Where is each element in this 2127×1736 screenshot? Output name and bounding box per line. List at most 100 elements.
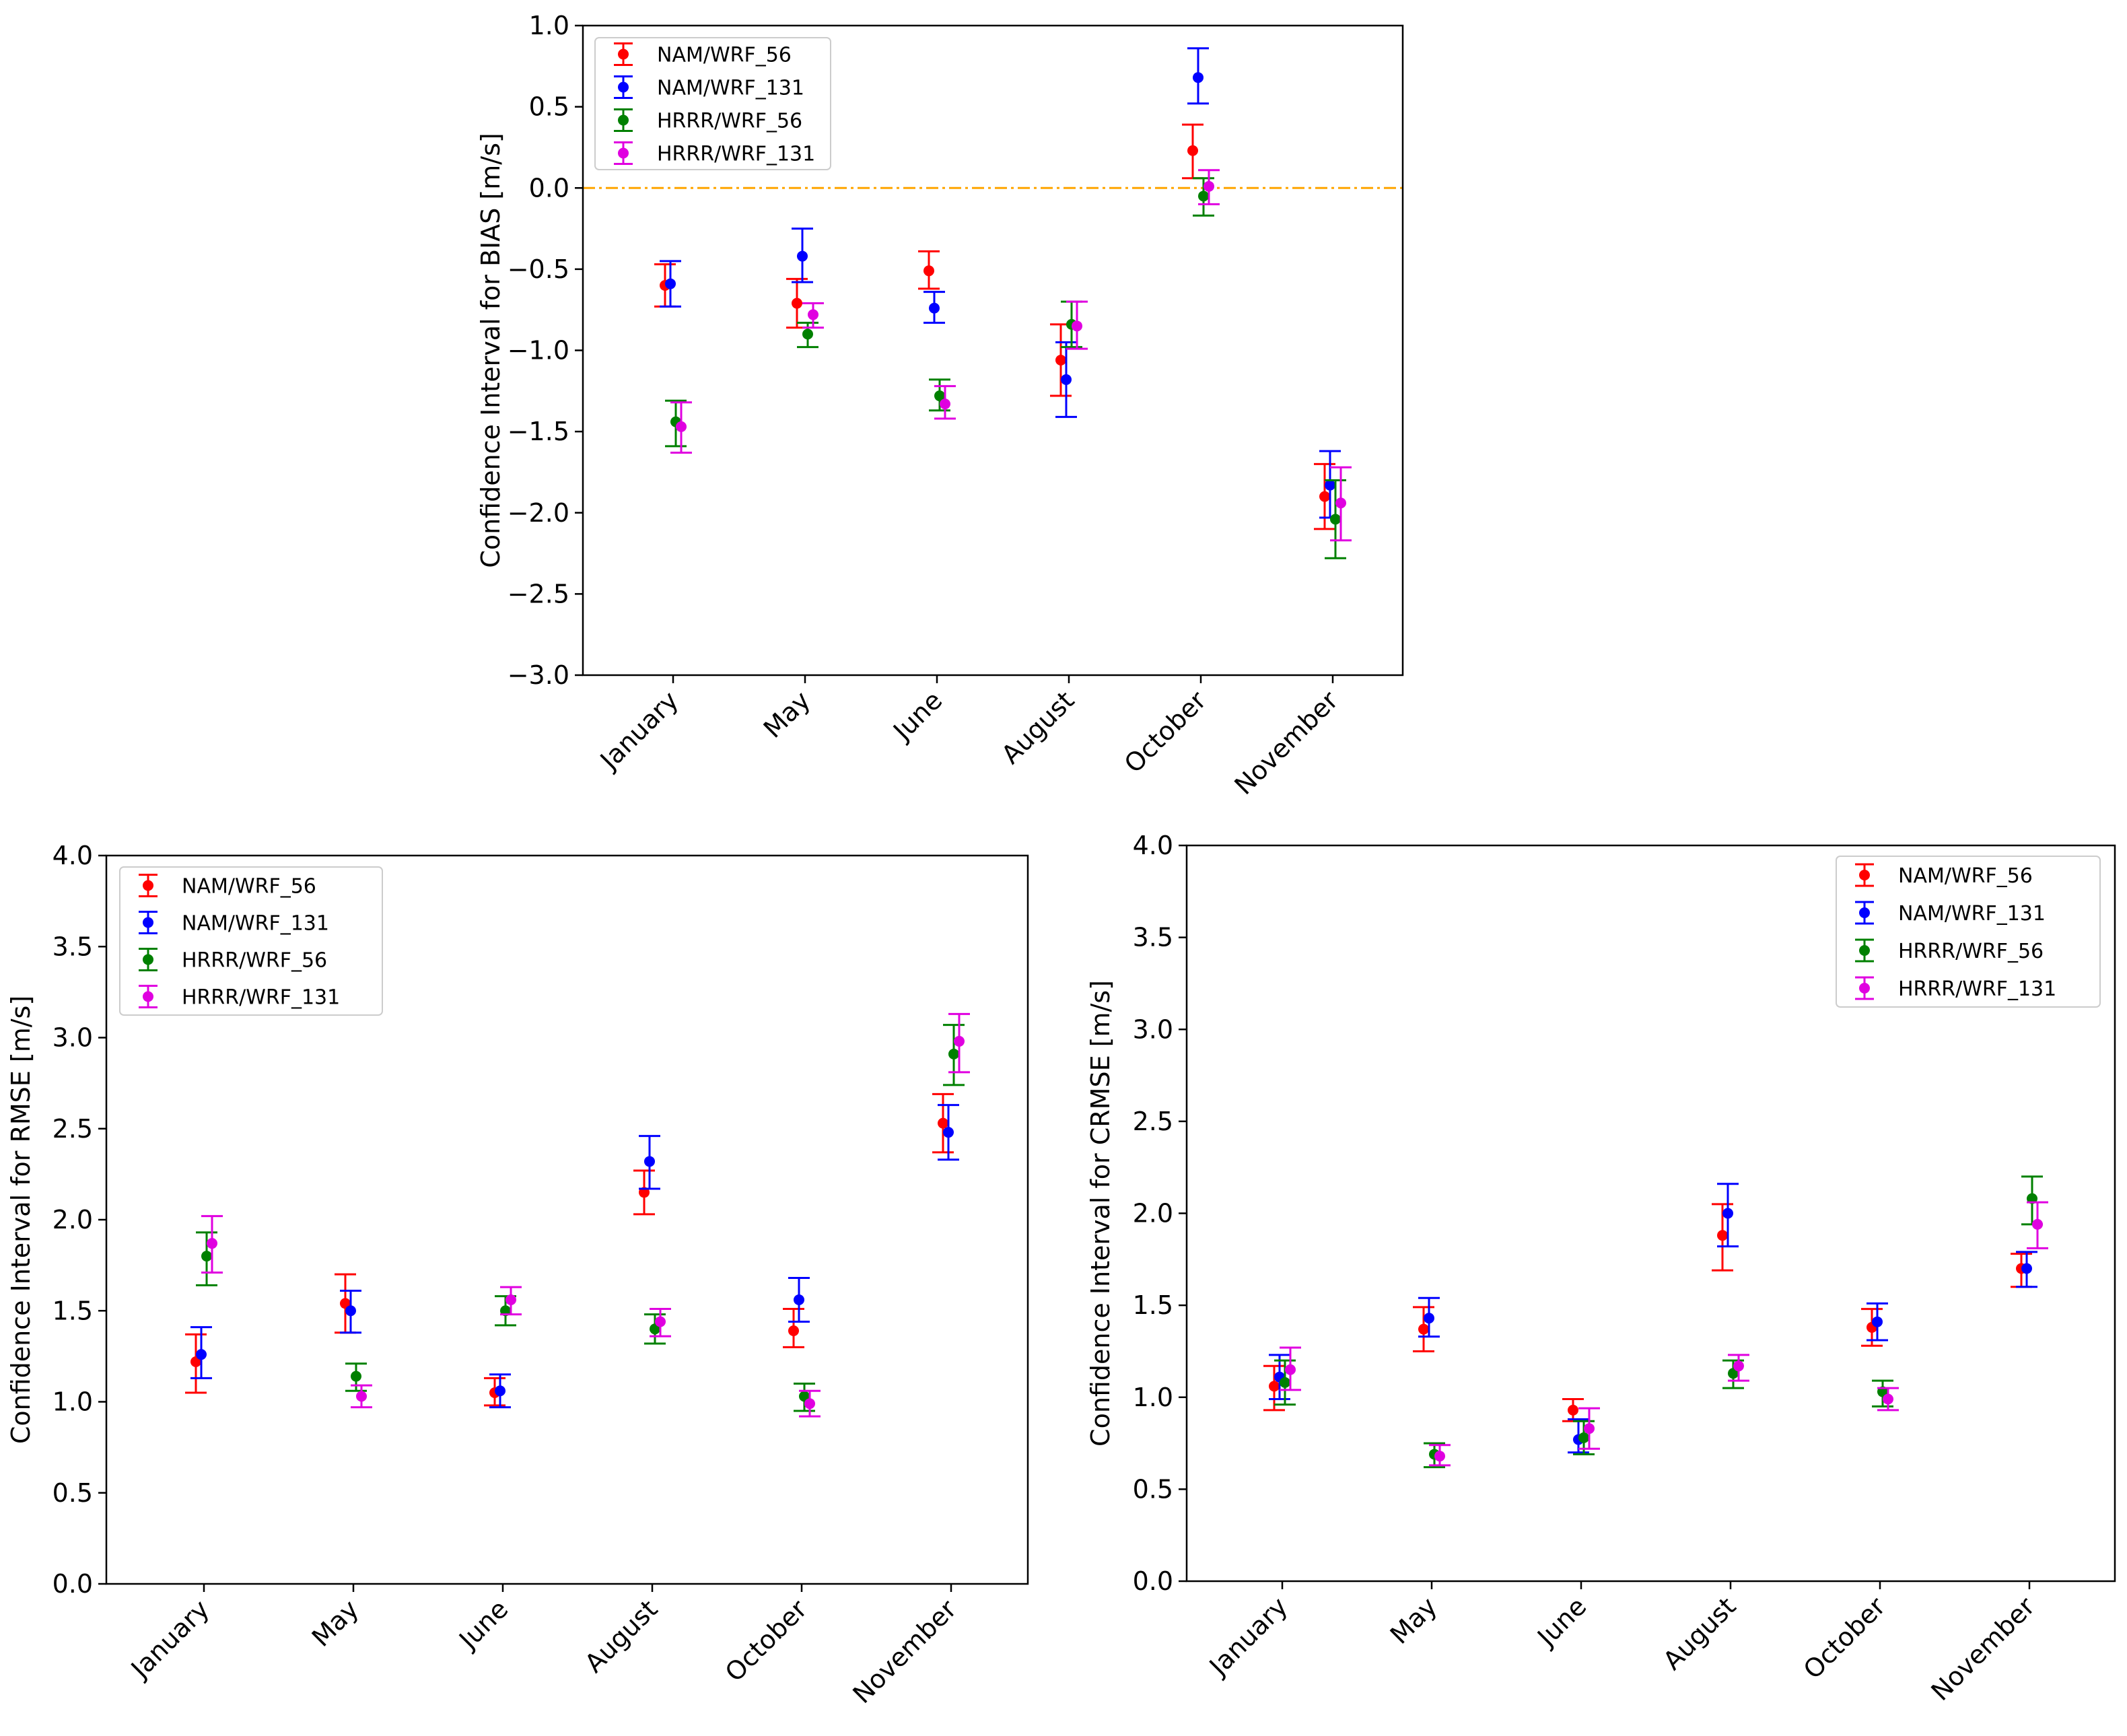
data-point (345, 1305, 356, 1317)
data-point (804, 1398, 815, 1410)
data-point (1187, 145, 1198, 156)
legend-marker-point (618, 114, 629, 126)
data-point (1072, 320, 1082, 332)
data-point (356, 1391, 367, 1402)
legend-entry: HRRR/WRF_56 (657, 110, 802, 133)
x-tick-label: August (579, 1594, 663, 1678)
series-1 (190, 1104, 959, 1409)
data-point (1883, 1393, 1893, 1405)
series-2 (1274, 1175, 2043, 1469)
series-1 (1269, 1183, 2037, 1454)
y-tick-label: 1.0 (53, 1387, 93, 1417)
y-tick-label: 0.0 (53, 1569, 93, 1599)
data-point (665, 278, 676, 289)
data-point (1061, 374, 1072, 385)
data-point (1418, 1323, 1429, 1335)
series-3 (1280, 1201, 2048, 1467)
data-point (495, 1385, 505, 1397)
legend-entry: NAM/WRF_56 (657, 44, 792, 67)
data-point (1193, 72, 1204, 83)
x-tick-label: January (125, 1594, 215, 1684)
data-point (940, 398, 950, 410)
y-tick-label: 1.0 (529, 11, 569, 40)
y-tick-label: 2.0 (53, 1205, 93, 1235)
x-tick-label: May (1385, 1591, 1443, 1650)
x-tick-label: June (1531, 1591, 1592, 1653)
data-point (1269, 1381, 1280, 1392)
data-point (929, 302, 940, 314)
legend-frame (1836, 856, 2101, 1008)
legend-marker-point (618, 48, 629, 60)
legend-entry: HRRR/WRF_56 (182, 949, 327, 973)
bias-chart: −3.0 −2.5 −2.0 −1.5 −1.0 −0.5 0.0 0.5 1.0 January… (476, 11, 1404, 800)
data-point (505, 1294, 516, 1306)
series-2 (665, 177, 1346, 559)
legend-marker-point (1859, 870, 1870, 880)
x-tick-label: January (1203, 1591, 1293, 1681)
data-point (797, 250, 808, 262)
y-tick-label: 2.5 (53, 1114, 93, 1144)
y-tick-label: 1.5 (53, 1296, 93, 1325)
data-point (923, 265, 934, 277)
series-0 (1263, 1203, 2032, 1422)
series-2 (196, 1024, 965, 1412)
data-point (2021, 1263, 2032, 1274)
legend-entry: NAM/WRF_131 (1898, 902, 2046, 926)
y-tick-label: −1.0 (508, 336, 569, 366)
data-point (1584, 1423, 1595, 1434)
data-point (938, 1117, 948, 1129)
x-tick-label: October (720, 1594, 813, 1688)
data-point (201, 1251, 212, 1262)
y-tick-label: 0.5 (53, 1478, 93, 1508)
legend-marker-point (618, 147, 629, 159)
series-0 (185, 1092, 954, 1407)
crmse-chart: 0.0 0.5 1.0 1.5 2.0 2.5 3.0 3.5 4.0 January May Jun… (1086, 831, 2116, 1706)
y-tick-label: 0.5 (529, 92, 569, 122)
data-point (655, 1316, 666, 1327)
legend-entry: NAM/WRF_56 (1898, 864, 2033, 888)
rmse-chart: 0.0 0.5 1.0 1.5 2.0 2.5 3.0 3.5 4.0 January May Jun… (6, 841, 1029, 1709)
data-point (1198, 190, 1209, 202)
data-point (676, 421, 687, 432)
legend-marker-point (1859, 983, 1870, 994)
series-0 (654, 123, 1335, 530)
y-tick-label: 3.0 (1133, 1014, 1173, 1044)
data-point (351, 1370, 361, 1382)
legend-marker-point (1859, 907, 1870, 918)
y-axis-title: Confidence Interval for BIAS [m/s] (476, 133, 505, 567)
data-point (1434, 1451, 1445, 1462)
y-tick-label: 4.0 (1133, 831, 1173, 860)
x-tick-label: October (1119, 685, 1212, 779)
data-point (943, 1127, 954, 1138)
x-tick-label: January (594, 685, 684, 775)
data-point (1424, 1313, 1434, 1324)
data-point (644, 1156, 655, 1167)
y-tick-label: 2.0 (1133, 1199, 1173, 1228)
data-point (794, 1294, 804, 1306)
y-axis-title: Confidence Interval for RMSE [m/s] (6, 996, 36, 1444)
legend-frame (594, 37, 831, 170)
y-tick-label: 0.0 (529, 173, 569, 203)
x-tick-label: August (1657, 1591, 1741, 1675)
data-point (1568, 1404, 1578, 1416)
x-tick-label: November (1228, 685, 1344, 800)
data-point (948, 1048, 959, 1060)
data-point (1325, 479, 1335, 491)
y-tick-label: 0.0 (1133, 1566, 1173, 1596)
data-point (196, 1349, 207, 1360)
series-1 (660, 47, 1341, 519)
y-tick-label: 1.0 (1133, 1383, 1173, 1412)
data-point (1285, 1364, 1296, 1375)
y-tick-label: 1.5 (1133, 1290, 1173, 1320)
y-tick-label: 3.0 (53, 1023, 93, 1053)
legend-entry: NAM/WRF_131 (657, 77, 804, 100)
data-point (934, 390, 945, 402)
y-tick-label: 0.5 (1133, 1474, 1173, 1504)
legend: NAM/WRF_56 NAM/WRF_131 HRRR/WRF_56 HRRR/WRF… (594, 37, 831, 170)
data-point (1728, 1368, 1739, 1379)
x-tick-label: November (847, 1594, 962, 1709)
y-axis-title: Confidence Interval for CRMSE [m/s] (1086, 980, 1115, 1447)
data-point (1319, 491, 1330, 502)
data-point (1717, 1230, 1728, 1241)
